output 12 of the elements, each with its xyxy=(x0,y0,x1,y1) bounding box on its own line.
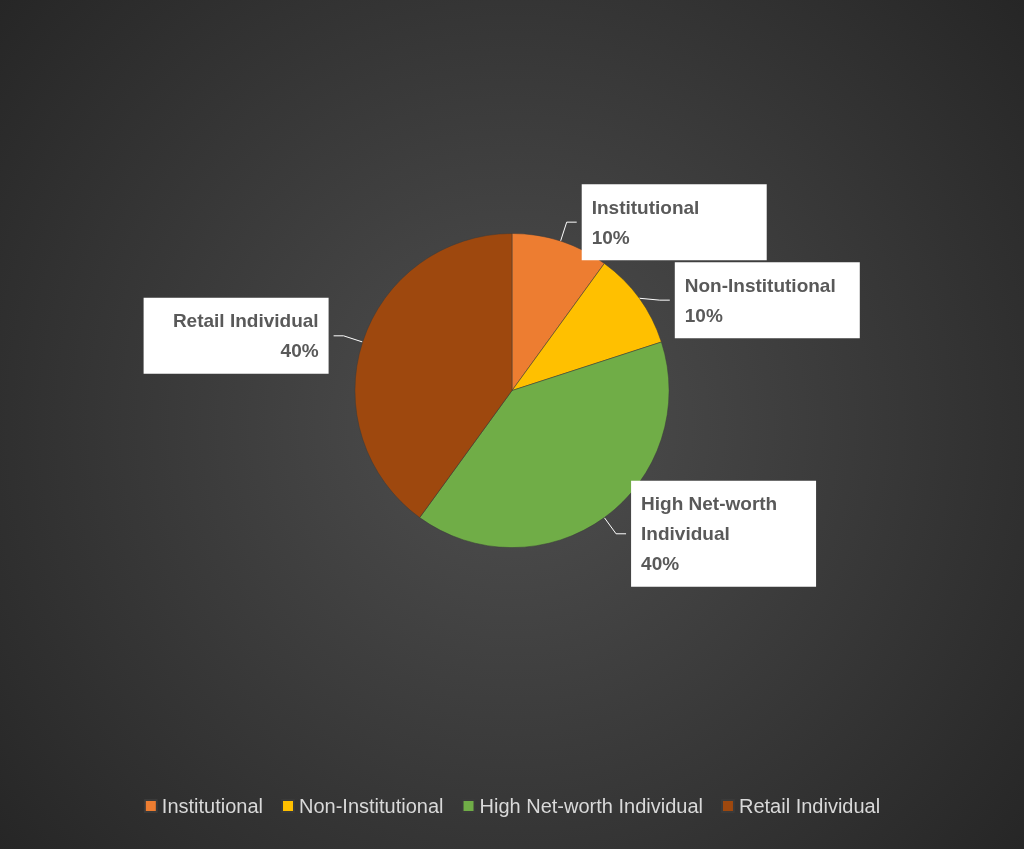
slice-label: High Net-worth Individual xyxy=(641,493,783,545)
legend-label: Retail Individual xyxy=(738,795,881,817)
legend-label: Institutional xyxy=(161,795,264,817)
data-label: 10% xyxy=(684,304,723,326)
data-label: 10% xyxy=(591,226,630,248)
slice-label: Institutional xyxy=(591,196,700,218)
slice-label: Non-Institutional xyxy=(684,274,836,296)
slice-label: Retail Individual xyxy=(172,310,319,332)
legend-label: Non-Institutional xyxy=(299,795,444,817)
legend-label: High Net-worth Individual xyxy=(479,795,703,817)
data-label: 40% xyxy=(641,553,680,575)
data-label: 40% xyxy=(280,340,319,362)
